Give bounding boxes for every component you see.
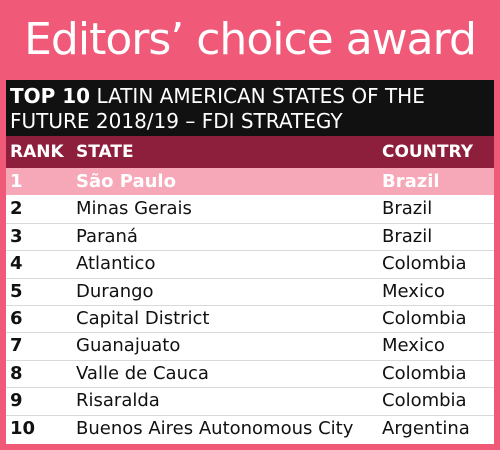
state-cell: Valle de Cauca [76,362,209,384]
table-row: 7 Guanajuato Mexico [6,332,494,359]
rank-cell: 1 [10,171,23,192]
table-row: 5 Durango Mexico [6,278,494,305]
rank-cell: 2 [10,198,23,220]
country-cell: Brazil [382,171,440,192]
state-cell: São Paulo [76,171,176,192]
table-row: 3 Paraná Brazil [6,223,494,250]
table-row: 4 Atlantico Colombia [6,250,494,277]
state-cell: Risaralda [76,390,160,412]
rank-cell: 3 [10,225,23,247]
row-divider [6,359,494,361]
headline-line-1: TOP 10 LATIN AMERICAN STATES OF THE [10,83,490,109]
row-divider [6,414,494,416]
country-cell: Brazil [382,198,433,220]
state-cell: Minas Gerais [76,198,192,220]
rank-cell: 10 [10,417,36,439]
row-divider [6,305,494,306]
country-cell: Mexico [382,335,445,357]
headline-line-2: FUTURE 2018/19 – FDI STRATEGY [10,109,343,133]
state-cell: Durango [76,280,154,302]
table-row: 8 Valle de Cauca Colombia [6,360,494,387]
rank-cell: 6 [10,308,23,329]
table-row: 6 Capital District Colombia [6,305,494,332]
country-cell: Mexico [382,280,445,302]
row-divider [6,250,494,252]
country-cell: Colombia [382,253,467,275]
rank-cell: 8 [10,362,23,384]
table-headline: TOP 10 LATIN AMERICAN STATES OF THE FUTU… [6,80,494,136]
award-title: Editors’ choice award [24,14,477,65]
country-cell: Colombia [382,362,467,384]
rank-cell: 7 [10,335,23,357]
column-header-country: COUNTRY [382,142,474,162]
state-cell: Capital District [76,308,210,329]
country-cell: Brazil [382,225,433,247]
rank-cell: 4 [10,253,23,275]
column-header-rank: RANK [10,142,64,162]
row-divider [6,332,494,334]
column-header-row: RANK STATE COUNTRY [6,136,494,168]
state-cell: Atlantico [76,253,156,275]
row-divider [6,387,494,389]
column-header-state: STATE [76,142,134,162]
state-cell: Paraná [76,225,138,247]
rank-cell: 9 [10,390,23,412]
row-divider [6,222,494,224]
rank-cell: 5 [10,280,23,302]
ranking-table: TOP 10 LATIN AMERICAN STATES OF THE FUTU… [6,80,494,444]
headline-top10: TOP 10 [10,84,91,108]
row-divider [6,277,494,279]
table-row: 10 Buenos Aires Autonomous City Argentin… [6,415,494,442]
headline-line-1-rest: LATIN AMERICAN STATES OF THE [96,84,425,108]
country-cell: Colombia [382,308,467,329]
table-row: 1 São Paulo Brazil [6,168,494,196]
state-cell: Guanajuato [76,335,181,357]
table-row: 2 Minas Gerais Brazil [6,195,494,222]
country-cell: Argentina [382,417,470,439]
state-cell: Buenos Aires Autonomous City [76,417,354,439]
table-row: 9 Risaralda Colombia [6,387,494,414]
country-cell: Colombia [382,390,467,412]
